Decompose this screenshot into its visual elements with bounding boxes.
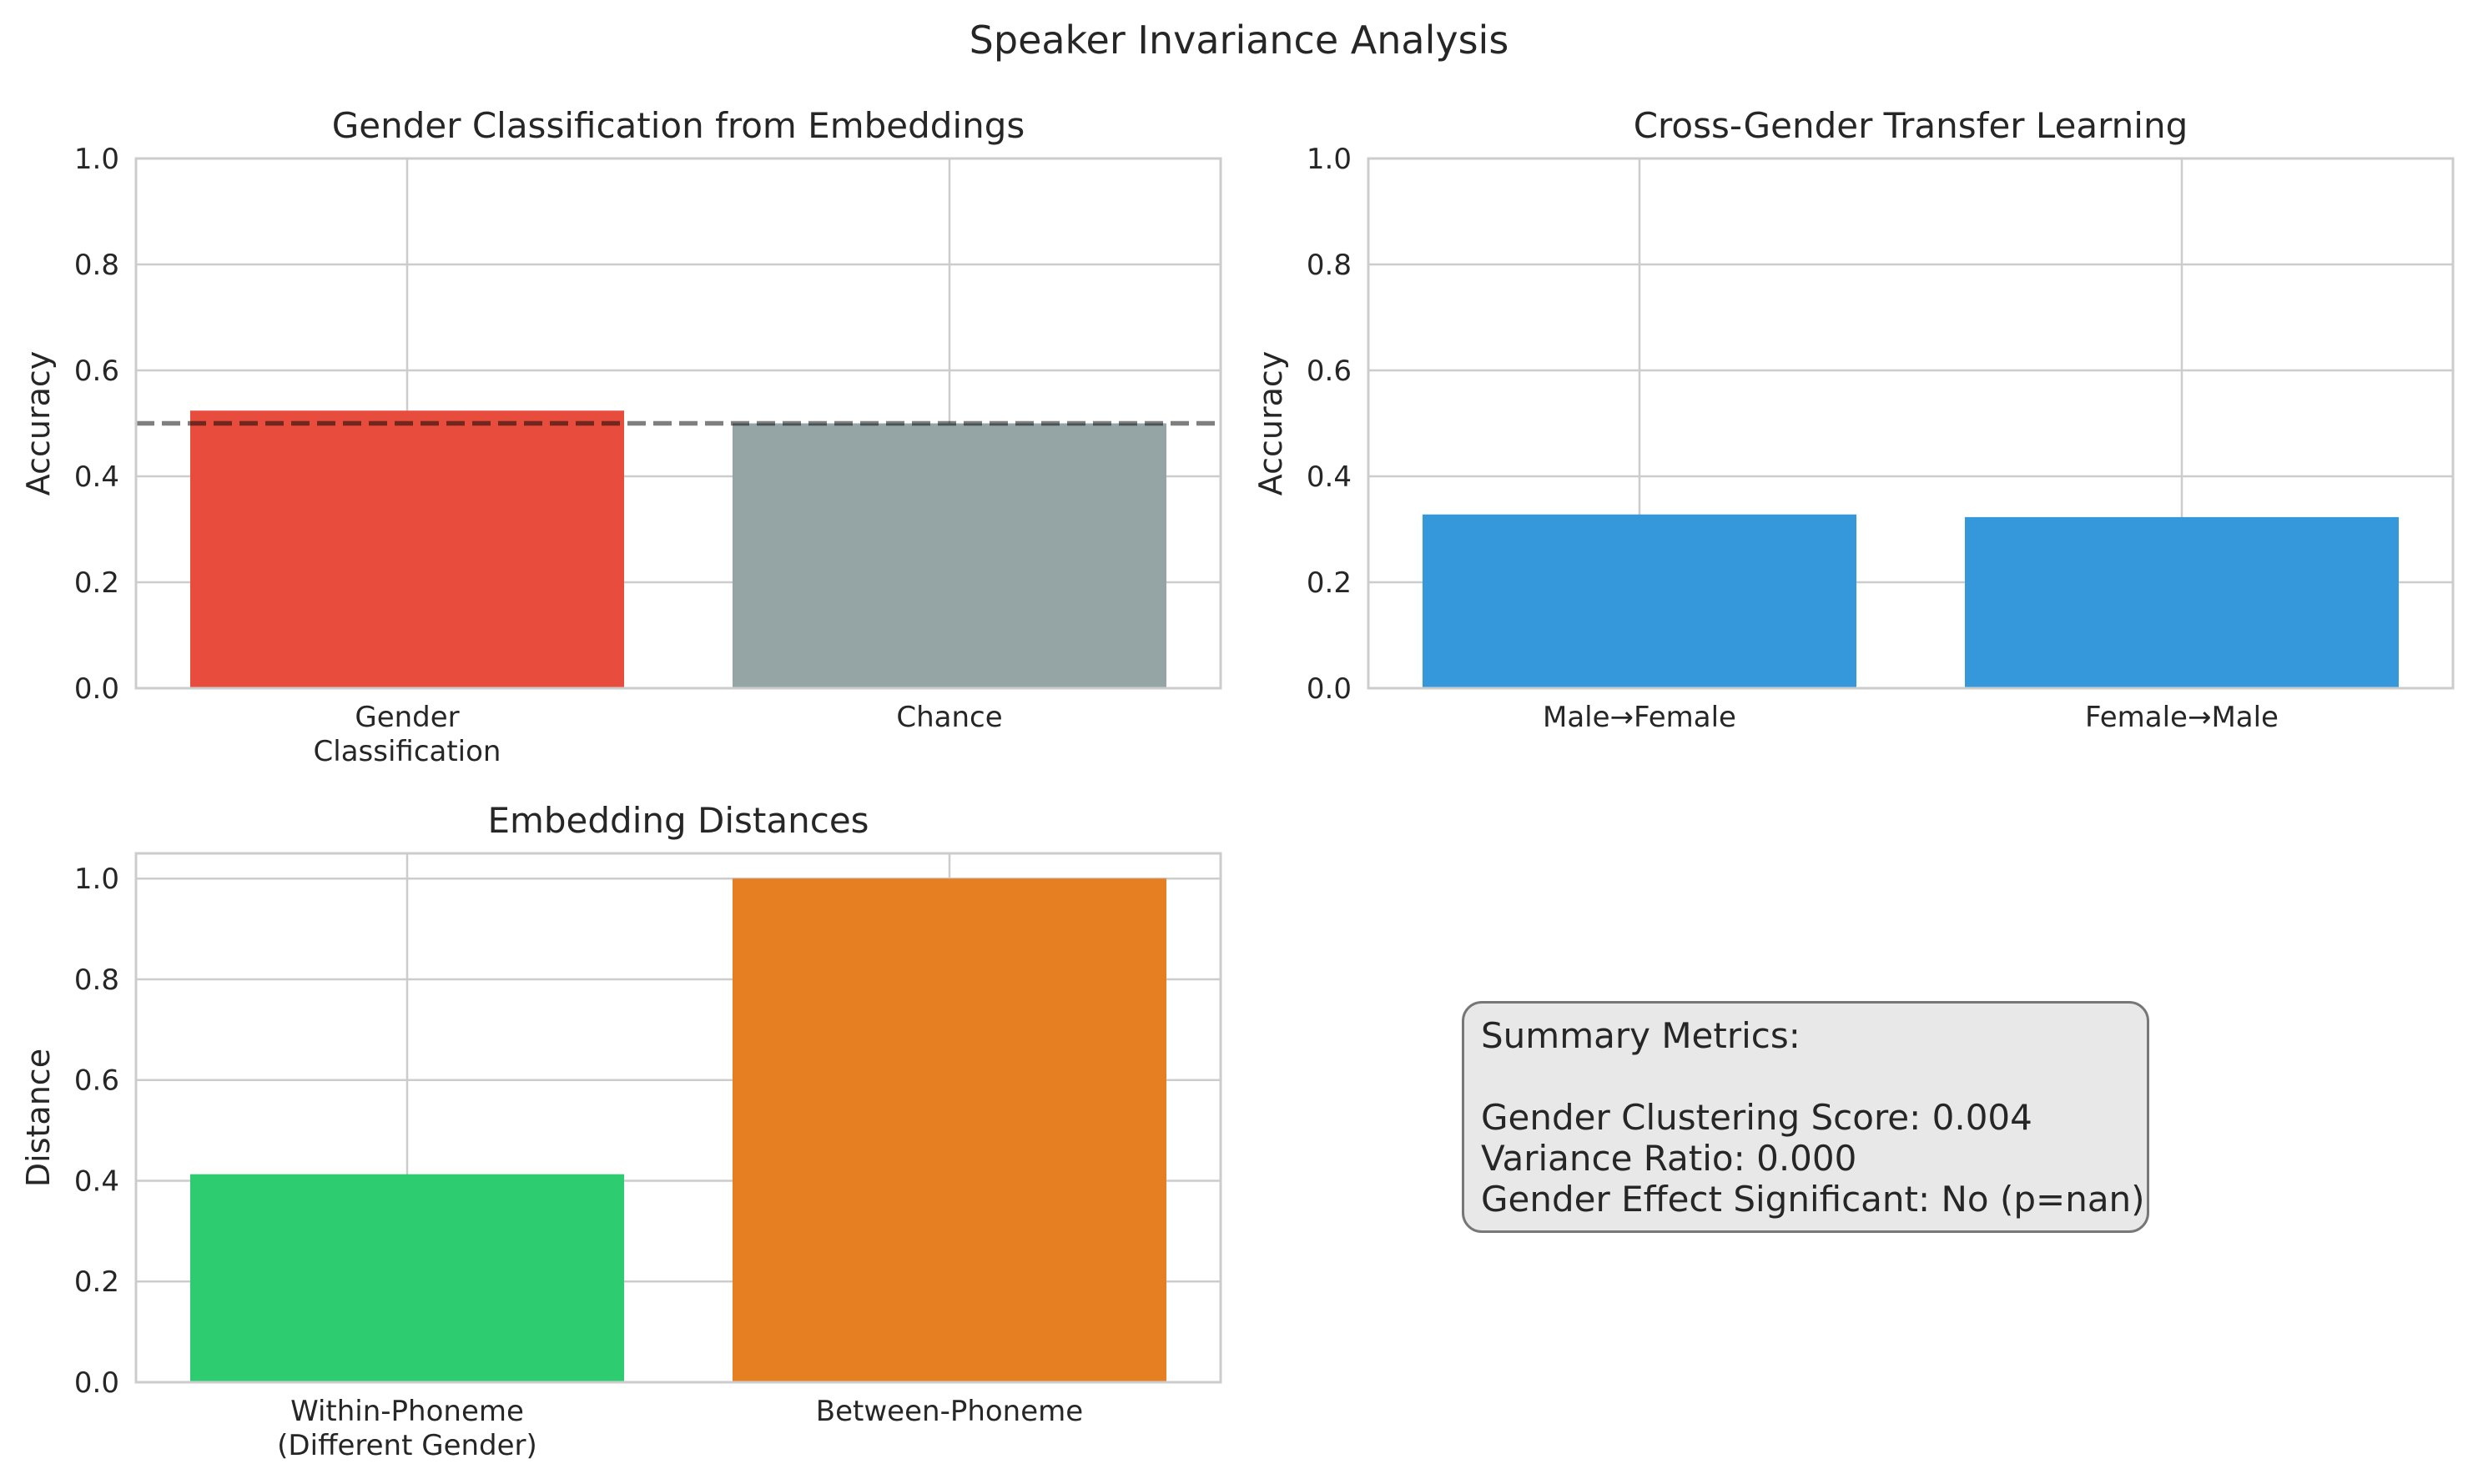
y-tick-label: 0.0	[1307, 672, 1352, 706]
x-tick-label: Gender	[355, 701, 459, 734]
summary-line-significance: Gender Effect Significant: No (p=nan)	[1481, 1179, 2145, 1220]
y-tick-label: 0.0	[74, 672, 119, 706]
bar	[190, 410, 624, 688]
x-tick-label: Within-Phoneme	[290, 1395, 524, 1428]
y-tick-label: 0.6	[74, 1064, 119, 1098]
plot-frame	[134, 157, 1222, 690]
y-tick-label: 0.2	[74, 1265, 119, 1299]
bar	[733, 878, 1166, 1382]
bar	[1423, 514, 1856, 688]
x-tick-label: Chance	[896, 701, 1002, 734]
y-tick-label: 0.0	[74, 1366, 119, 1400]
summary-line-variance: Variance Ratio: 0.000	[1481, 1138, 1857, 1179]
y-axis-label: Accuracy	[20, 351, 57, 496]
chart-title: Embedding Distances	[487, 800, 869, 841]
chart-cross-gender-transfer: 0.0 0.2 0.4 0.6 0.8 1.0 Male→Female Female→Male…	[1252, 105, 2455, 734]
bar	[190, 1174, 624, 1382]
figure-title: Speaker Invariance Analysis	[970, 18, 1509, 63]
y-tick-label: 1.0	[74, 863, 119, 896]
plot-frame	[134, 852, 1222, 1384]
y-tick-label: 0.4	[1307, 460, 1352, 494]
plot-frame	[1367, 157, 2455, 690]
y-axis-label: Accuracy	[1252, 351, 1289, 496]
bar	[1965, 516, 2399, 688]
x-tick-label: Classification	[314, 735, 501, 768]
y-tick-label: 0.6	[74, 355, 119, 388]
y-tick-label: 0.8	[1307, 249, 1352, 282]
chart-title: Gender Classification from Embeddings	[332, 105, 1025, 146]
summary-heading: Summary Metrics:	[1481, 1015, 1801, 1056]
bar	[733, 423, 1166, 688]
x-tick-label: (Different Gender)	[277, 1429, 537, 1462]
y-tick-label: 0.2	[74, 566, 119, 600]
y-tick-label: 0.8	[74, 963, 119, 997]
y-tick-label: 1.0	[74, 143, 119, 176]
y-tick-label: 0.6	[1307, 355, 1352, 388]
y-axis-label: Distance	[20, 1049, 57, 1187]
y-tick-label: 0.4	[74, 460, 119, 494]
y-tick-label: 0.8	[74, 249, 119, 282]
y-tick-label: 1.0	[1307, 143, 1352, 176]
x-tick-label: Between-Phoneme	[816, 1395, 1083, 1428]
y-tick-label: 0.2	[1307, 566, 1352, 600]
x-tick-label: Female→Male	[2085, 701, 2279, 734]
chart-title: Cross-Gender Transfer Learning	[1634, 105, 2188, 146]
summary-line-clustering: Gender Clustering Score: 0.004	[1481, 1097, 2032, 1138]
summary-metrics-box: Summary Metrics: Gender Clustering Score…	[1462, 1001, 2149, 1233]
x-tick-label: Male→Female	[1543, 701, 1736, 734]
y-tick-label: 0.4	[74, 1165, 119, 1198]
chart-embedding-distances: 0.0 0.2 0.4 0.6 0.8 1.0 Within-Phoneme(Differe…	[20, 800, 1222, 1462]
